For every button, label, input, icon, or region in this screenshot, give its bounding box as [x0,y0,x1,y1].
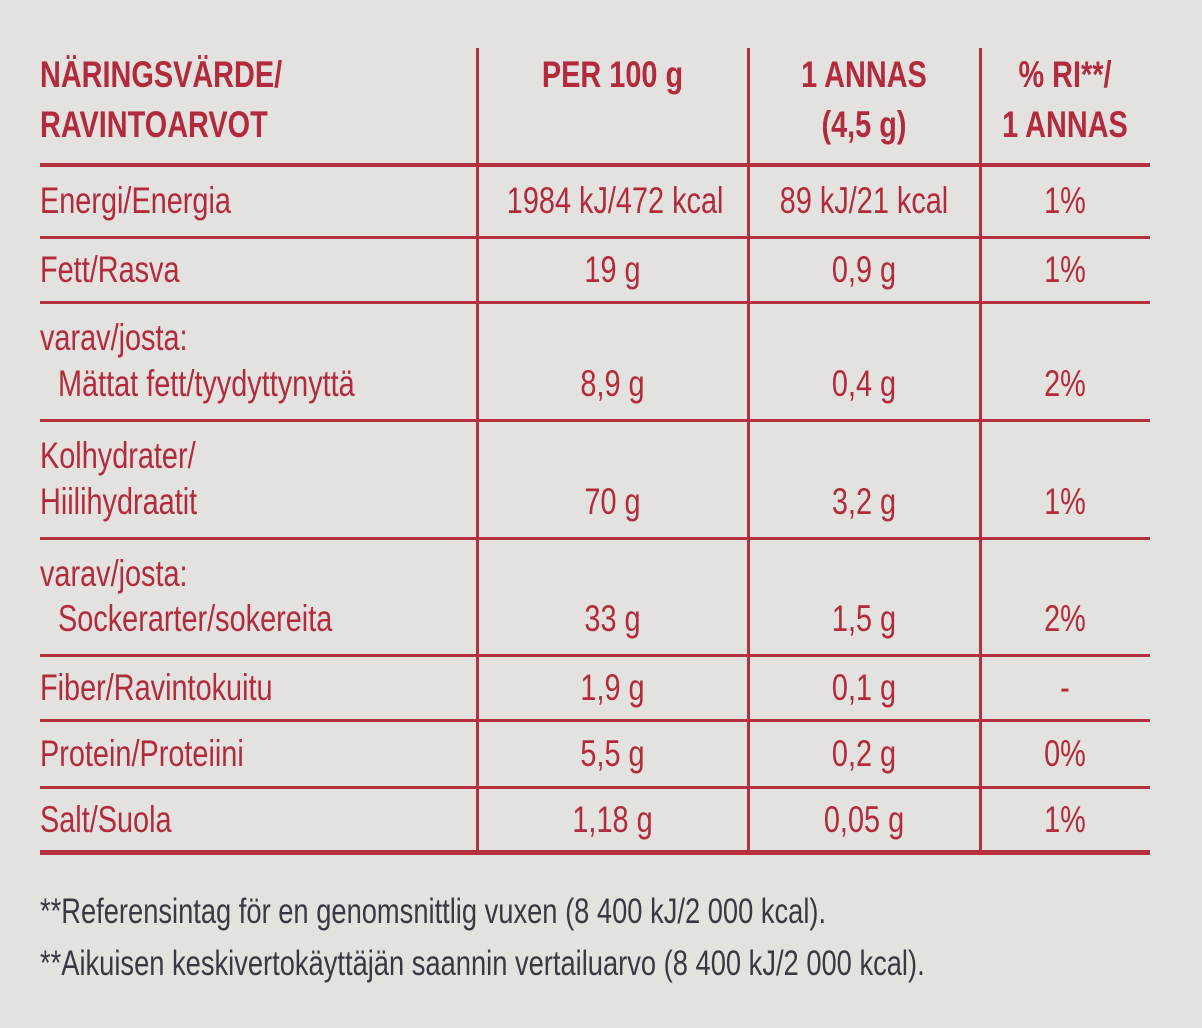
row-rule [40,786,1150,789]
value-cell: 1% [1044,248,1086,290]
value-cell: 3,2 g [831,481,897,522]
row-rule [40,419,1150,422]
header-cell: 1 ANNAS [801,54,927,95]
header-cell: % RI**/ [1018,54,1112,95]
value-cell: 2% [1044,363,1086,404]
value-cell: 8,9 g [580,363,645,404]
row-label: varav/josta: [40,553,188,594]
row-rule [40,236,1150,239]
column-rule [979,48,982,854]
value-cell: 1% [1044,481,1086,522]
value-cell: 19 g [584,248,641,290]
row-rule [40,301,1150,304]
row-label: Energi/Energia [40,180,231,221]
row-label: varav/josta: [40,317,188,358]
value-cell: 5,5 g [580,732,645,774]
value-cell: 0,1 g [831,666,897,708]
header-cell: 1 ANNAS [1002,104,1128,145]
value-cell: 70 g [584,481,641,522]
value-cell: 1,5 g [831,598,897,639]
value-cell: 33 g [584,598,641,639]
row-label: Salt/Suola [40,798,172,840]
row-label: Sockerarter/sokereita [58,598,333,639]
row-label: Hiilihydraatit [40,481,198,522]
value-cell: 1% [1044,180,1086,221]
column-rule [476,48,479,854]
row-label: Fiber/Ravintokuitu [40,666,273,708]
value-cell: 1,9 g [580,666,645,708]
row-label: Kolhydrater/ [40,435,196,476]
column-rule [747,48,750,854]
footnote: **Aikuisen keskivertokäyttäjän saannin v… [40,944,925,983]
row-rule [40,719,1150,722]
row-label: Fett/Rasva [40,248,180,290]
row-rule [40,654,1150,657]
row-label: Protein/Proteiini [40,732,244,774]
value-cell: 0,05 g [823,798,905,840]
value-cell: - [1060,666,1070,708]
value-cell: 0% [1044,732,1086,774]
value-cell: 0,4 g [831,363,897,404]
header-cell: RAVINTOARVOT [40,104,268,145]
row-rule [40,537,1150,540]
bottom-rule [40,850,1150,855]
value-cell: 2% [1044,598,1086,639]
value-cell: 1,18 g [572,798,653,840]
footnote: **Referensintag för en genomsnittlig vux… [40,892,827,931]
header-cell: PER 100 g [541,54,684,95]
value-cell: 89 kJ/21 kcal [779,180,949,221]
header-rule [40,163,1150,167]
value-cell: 1984 kJ/472 kcal [506,180,724,221]
header-cell: (4,5 g) [821,104,907,145]
row-label: Mättat fett/tyydyttynyttä [58,363,355,404]
header-cell: NÄRINGSVÄRDE/ [40,54,283,95]
value-cell: 0,2 g [831,732,897,774]
value-cell: 1% [1044,798,1086,840]
value-cell: 0,9 g [831,248,897,290]
